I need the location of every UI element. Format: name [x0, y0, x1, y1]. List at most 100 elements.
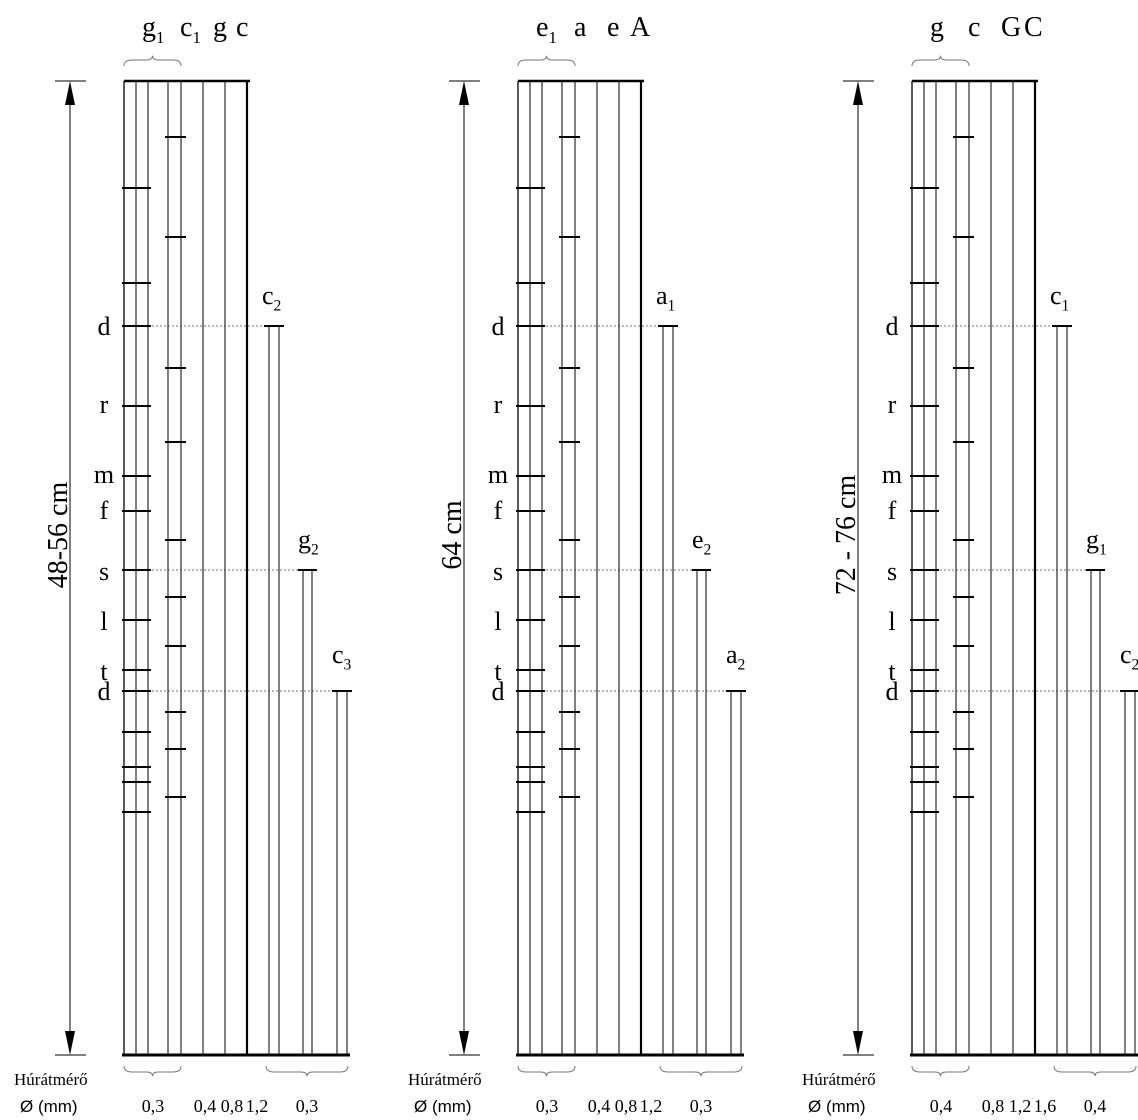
note-base: c — [1120, 640, 1132, 669]
note-subscript: 1 — [548, 28, 556, 47]
note-base: a — [574, 12, 587, 43]
diameter-value: 0,4 — [930, 1096, 953, 1116]
short-string-note: c3 — [332, 640, 352, 674]
note-base: G — [1001, 12, 1021, 43]
solfege-label: l — [494, 607, 501, 636]
diameter-unit-label: Ø (mm) — [20, 1097, 78, 1116]
note-base: c — [262, 281, 274, 310]
tuning-top-note-text: g1 — [142, 12, 164, 47]
note-base: g — [298, 525, 311, 554]
note-base: g — [142, 12, 156, 43]
short-string-note-text: a2 — [726, 640, 745, 674]
note-base: g — [1086, 525, 1099, 554]
diameter-label: Húrátmérő — [14, 1070, 88, 1089]
arrow-up-icon — [853, 81, 863, 105]
short-string-note: c2 — [262, 281, 281, 315]
solfege-label: m — [94, 460, 114, 489]
short-string-note-text: g1 — [1086, 525, 1107, 559]
note-subscript: 1 — [1062, 298, 1070, 315]
diameter-value: 1,2 — [640, 1096, 663, 1116]
note-subscript: 1 — [192, 28, 200, 47]
note-base: c — [332, 640, 344, 669]
tuning-top-note-text: a — [574, 12, 587, 43]
diameter-value: 0,3 — [536, 1096, 559, 1116]
short-strings — [518, 325, 746, 1055]
diameter-value: 1,2 — [246, 1096, 269, 1116]
note-subscript: 2 — [1132, 657, 1138, 674]
note-subscript: 2 — [274, 298, 282, 315]
main-strings — [911, 79, 1038, 1055]
solfege-label: s — [887, 557, 897, 586]
short-string-note: a2 — [726, 640, 745, 674]
tuning-top-note-text: e1 — [536, 12, 557, 47]
tuning-top-note: C — [1024, 12, 1043, 43]
tuning-top-note-text: c — [968, 12, 980, 43]
brace-top — [123, 55, 182, 67]
brace-top — [517, 55, 576, 67]
short-strings — [912, 325, 1138, 1055]
solfege-label: m — [882, 460, 902, 489]
diameter-section: Húrátmérő Ø (mm) 0,4 0,8 1,2 1,6 0,4 — [802, 1065, 1137, 1116]
tuning-top-note: c1 — [180, 12, 201, 47]
solfege-label: f — [888, 496, 897, 525]
tuning-top-note: e1 — [536, 12, 557, 47]
note-base: e — [607, 12, 619, 43]
diameter-label: Húrátmérő — [802, 1070, 876, 1089]
note-subscript: 1 — [156, 28, 164, 47]
brace-bottom-left — [123, 1065, 182, 1077]
note-base: c — [1050, 281, 1062, 310]
diameter-value: 0,8 — [615, 1096, 638, 1116]
diameter-value: 0,4 — [588, 1096, 611, 1116]
diameter-value: 0,3 — [690, 1096, 713, 1116]
solfege-label: r — [888, 390, 897, 419]
tuning-top-note: c — [236, 12, 248, 43]
length-dimension: 48-56 cm — [43, 80, 86, 1056]
solfege-label: d — [886, 312, 899, 341]
brace-bottom-right — [659, 1065, 743, 1077]
solfege-label: m — [488, 460, 508, 489]
length-label: 48-56 cm — [43, 482, 74, 589]
short-string-note-text: c2 — [1120, 640, 1138, 674]
fret-ticks — [910, 136, 974, 813]
note-base: e — [536, 12, 548, 43]
tuning-top-note-text: G — [1001, 12, 1021, 43]
tuning-top-note: g — [930, 12, 944, 43]
short-string-note-text: c3 — [332, 640, 352, 674]
diameter-value: 0,4 — [194, 1096, 217, 1116]
short-string-note-text: c1 — [1050, 281, 1069, 315]
short-string-note-text: c2 — [262, 281, 281, 315]
solfege-label: l — [888, 607, 895, 636]
length-label: 64 cm — [437, 500, 468, 569]
arrow-up-icon — [459, 81, 469, 105]
short-string-note: a1 — [656, 281, 675, 315]
main-strings — [123, 79, 250, 1055]
note-subscript: 1 — [1099, 542, 1107, 559]
note-subscript: 2 — [311, 542, 319, 559]
tuning-top-note: g1 — [142, 12, 164, 47]
solfege-label: f — [100, 496, 109, 525]
tuning-top-note-text: C — [1024, 12, 1043, 43]
diameter-value: 0,4 — [1084, 1096, 1107, 1116]
solfege-label: d — [492, 312, 505, 341]
short-string-note: g1 — [1086, 525, 1107, 559]
diameter-value: 0,8 — [982, 1096, 1005, 1116]
arrow-up-icon — [65, 81, 75, 105]
tuning-top: e1 a e A — [517, 12, 651, 67]
note-subscript: 1 — [668, 298, 676, 315]
solfege-label: t — [100, 657, 108, 686]
main-strings — [517, 79, 644, 1055]
arrow-down-icon — [459, 1031, 469, 1055]
tuning-top-note-text: A — [630, 12, 651, 43]
diameter-value: 1,6 — [1034, 1096, 1057, 1116]
solfege-label: d — [98, 677, 111, 706]
solfege-label: f — [494, 496, 503, 525]
arrow-down-icon — [853, 1031, 863, 1055]
tuning-top-note: e — [607, 12, 619, 43]
short-string-note: c1 — [1050, 281, 1069, 315]
